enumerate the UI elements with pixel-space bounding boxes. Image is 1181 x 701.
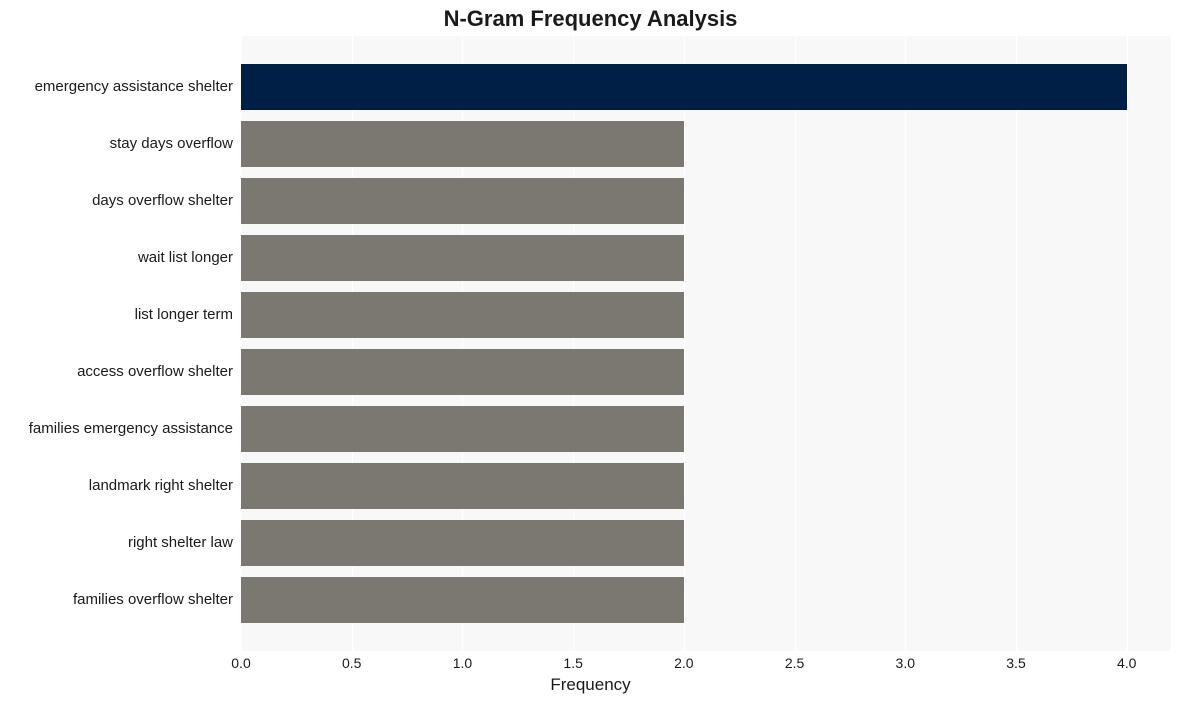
x-tick-label: 0.0	[231, 655, 250, 671]
gridline	[905, 36, 906, 651]
bar	[241, 520, 684, 566]
y-axis-label: wait list longer	[0, 235, 233, 281]
bar	[241, 292, 684, 338]
y-axis-label: families overflow shelter	[0, 577, 233, 623]
bar	[241, 406, 684, 452]
bar	[241, 463, 684, 509]
y-axis-label: landmark right shelter	[0, 463, 233, 509]
gridline	[1016, 36, 1017, 651]
bar	[241, 64, 1127, 110]
x-tick-label: 1.0	[453, 655, 472, 671]
y-axis-label: list longer term	[0, 292, 233, 338]
y-axis-label: access overflow shelter	[0, 349, 233, 395]
bar	[241, 178, 684, 224]
y-axis-label: emergency assistance shelter	[0, 64, 233, 110]
ngram-frequency-chart: N-Gram Frequency Analysis emergency assi…	[0, 0, 1181, 701]
plot-area	[241, 36, 1171, 651]
y-axis-label: stay days overflow	[0, 121, 233, 167]
y-axis-label: days overflow shelter	[0, 178, 233, 224]
gridline	[684, 36, 685, 651]
bar	[241, 577, 684, 623]
bar	[241, 121, 684, 167]
x-axis-title: Frequency	[0, 675, 1181, 695]
y-axis-label: right shelter law	[0, 520, 233, 566]
gridline	[1127, 36, 1128, 651]
y-axis-label: families emergency assistance	[0, 406, 233, 452]
gridline	[795, 36, 796, 651]
x-tick-label: 4.0	[1117, 655, 1136, 671]
bar	[241, 349, 684, 395]
x-tick-label: 3.0	[896, 655, 915, 671]
x-tick-label: 3.5	[1006, 655, 1025, 671]
x-tick-label: 2.0	[674, 655, 693, 671]
chart-title: N-Gram Frequency Analysis	[0, 6, 1181, 32]
x-tick-label: 0.5	[342, 655, 361, 671]
bar	[241, 235, 684, 281]
x-tick-label: 2.5	[785, 655, 804, 671]
x-tick-label: 1.5	[563, 655, 582, 671]
